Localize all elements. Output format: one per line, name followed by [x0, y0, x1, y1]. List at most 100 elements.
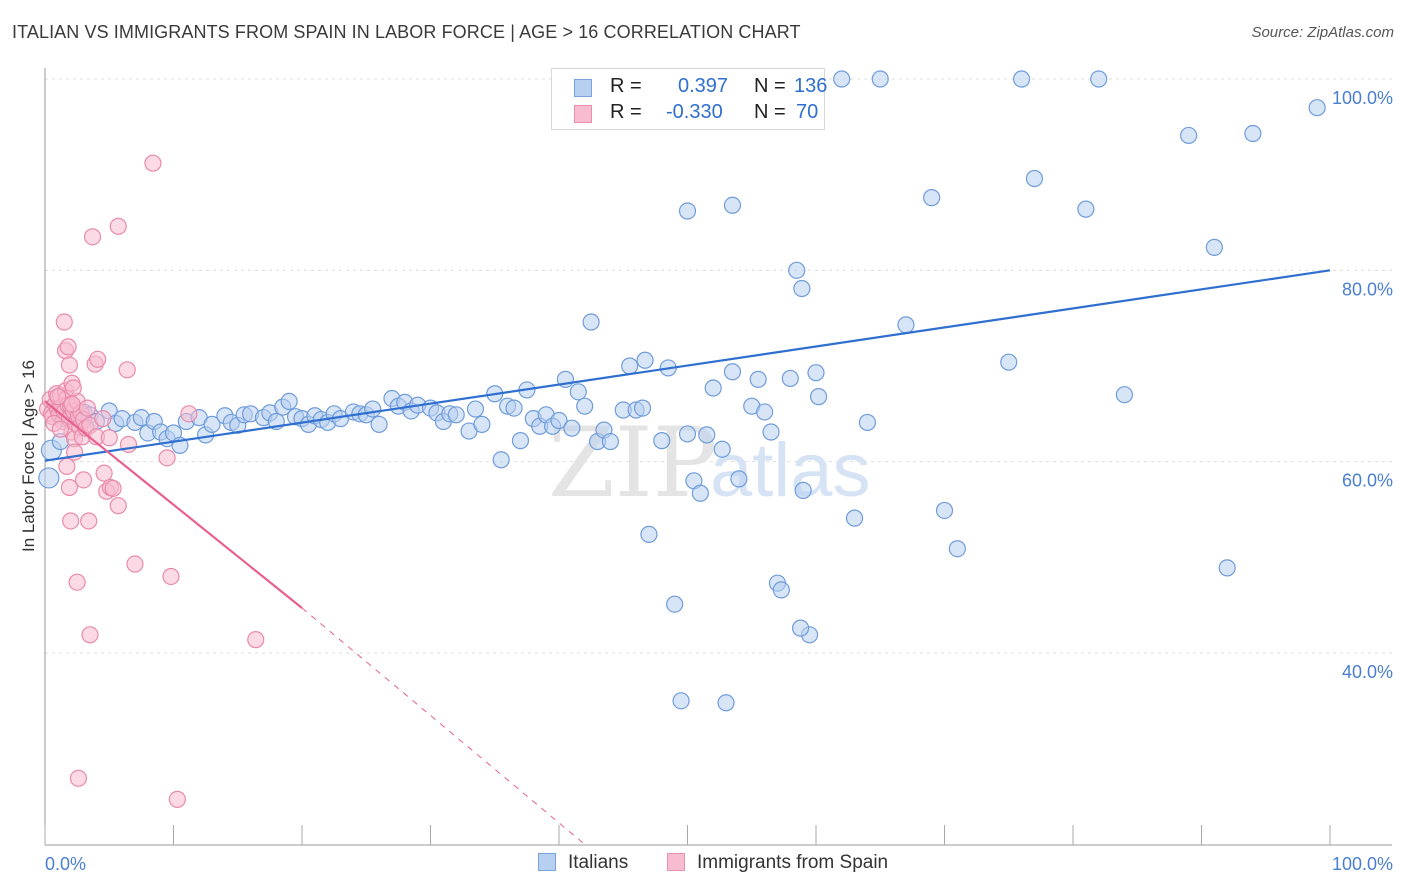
italians-point — [1308, 99, 1326, 117]
watermark-atlas: atlas — [710, 428, 871, 513]
italians-point — [704, 379, 722, 397]
trend-layer — [44, 269, 1331, 845]
grid-layer — [45, 78, 1392, 654]
spain-point — [51, 420, 70, 438]
italians-point — [1205, 238, 1223, 256]
italians-point — [691, 484, 709, 502]
italians-point — [788, 261, 806, 279]
italians-point — [1077, 200, 1095, 218]
spain-point — [94, 410, 112, 428]
italians-point — [791, 619, 810, 637]
legend-r-label: R = — [610, 75, 642, 97]
italians-point — [582, 313, 600, 331]
italians-point — [723, 363, 742, 381]
italians-point — [1090, 70, 1108, 88]
y-axis-label: In Labor Force | Age > 16 — [19, 360, 38, 552]
italians-point — [755, 403, 774, 421]
spain-point — [162, 567, 180, 586]
italians-point — [511, 432, 530, 450]
italians-point — [563, 419, 581, 437]
italians-point — [762, 423, 780, 441]
spain-point — [247, 631, 265, 649]
points-layer — [38, 70, 1326, 808]
italians-point — [871, 70, 889, 88]
chart-title: ITALIAN VS IMMIGRANTS FROM SPAIN IN LABO… — [12, 22, 801, 42]
bottom-legend-swatch-italians — [538, 853, 556, 871]
italians-point — [1180, 126, 1198, 145]
italians-point — [935, 501, 954, 520]
legend-r-value: -0.330 — [666, 101, 723, 123]
italians-point — [473, 415, 491, 433]
spain-point — [49, 388, 67, 406]
italians-point — [666, 595, 684, 613]
spain-point — [80, 512, 98, 530]
italians-point — [672, 692, 690, 710]
spain-trendline — [301, 607, 586, 845]
stats-legend: R = 0.397 N = 136 R = -0.330 N = 70 — [551, 68, 827, 130]
y-tick-label: 60.0% — [1342, 471, 1393, 491]
italians-point — [203, 415, 221, 433]
spain-point — [55, 313, 73, 331]
italians-point — [569, 383, 587, 401]
italians-trendline — [44, 269, 1331, 462]
italians-point — [640, 525, 658, 543]
spain-point — [95, 464, 113, 482]
italians-point — [576, 397, 594, 415]
legend-swatch-spain — [574, 105, 592, 123]
spain-point — [158, 449, 176, 467]
italians-point — [723, 196, 742, 214]
italians-point — [633, 399, 652, 417]
spain-point — [74, 471, 93, 489]
source-label: Source: ZipAtlas.com — [1251, 24, 1394, 41]
italians-point — [492, 451, 510, 469]
legend-r-label: R = — [610, 101, 642, 123]
spain-point — [63, 395, 81, 413]
spain-trendline — [44, 400, 303, 609]
x-tick-label: 0.0% — [45, 854, 86, 874]
italians-point — [636, 351, 654, 369]
italians-point — [447, 406, 465, 424]
bottom-legend-swatch-spain — [667, 853, 685, 871]
spain-point — [69, 769, 88, 787]
italians-point — [621, 357, 639, 375]
italians-point — [1000, 353, 1018, 371]
y-tick-label: 80.0% — [1342, 279, 1393, 299]
italians-point — [1012, 70, 1031, 88]
italians-point — [280, 392, 298, 410]
watermark: ZIP atlas — [548, 407, 871, 519]
italians-point — [550, 411, 568, 430]
italians-point — [505, 399, 523, 417]
spain-point — [60, 356, 79, 374]
italians-point — [833, 70, 851, 88]
spain-point — [180, 405, 198, 423]
spain-point — [68, 573, 86, 591]
italians-point — [807, 364, 825, 382]
spain-point — [60, 478, 79, 497]
spain-point — [168, 790, 186, 808]
italians-point — [678, 425, 697, 443]
italians-point — [653, 432, 671, 450]
y-tick-label: 40.0% — [1342, 662, 1393, 682]
spain-point — [83, 228, 102, 246]
italians-point — [370, 415, 388, 433]
italians-point — [793, 279, 811, 298]
spain-point — [62, 512, 80, 530]
spain-point — [104, 479, 122, 498]
italians-point — [364, 400, 382, 418]
spain-point — [109, 497, 127, 515]
spain-point — [100, 429, 118, 447]
spain-point — [81, 626, 99, 644]
italians-point — [858, 413, 877, 432]
bottom-legend-italians: Italians — [538, 852, 628, 874]
spain-point — [118, 361, 136, 379]
italians-point — [1218, 559, 1236, 577]
italians-point — [1244, 124, 1262, 143]
italians-point — [678, 202, 697, 220]
italians-point — [38, 467, 60, 489]
italians-point — [1025, 169, 1044, 188]
italians-point — [794, 481, 812, 499]
spain-point — [89, 350, 107, 368]
bottom-legend-label-italians: Italians — [568, 852, 629, 873]
italians-point — [466, 400, 485, 418]
